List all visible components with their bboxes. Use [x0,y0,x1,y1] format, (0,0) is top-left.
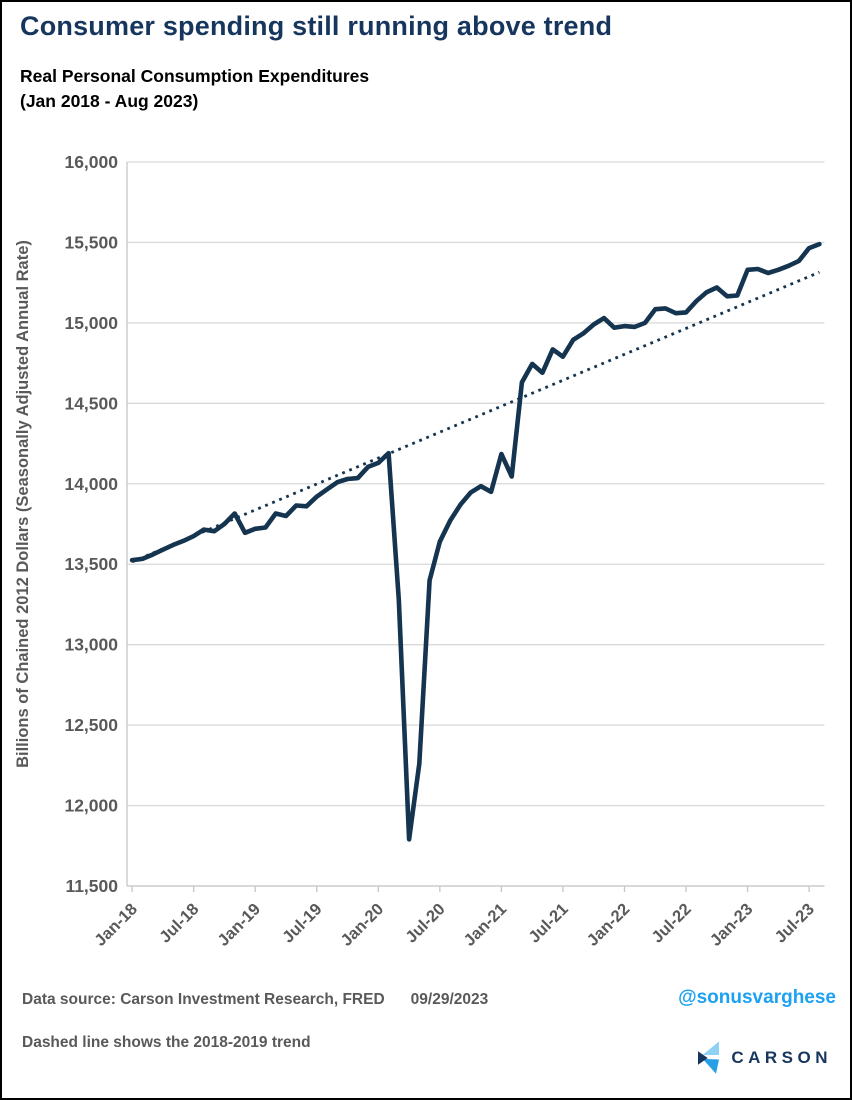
x-tick-label: Jan-23 [707,900,757,950]
y-tick-label: 12,500 [64,715,118,735]
x-tick-label: Jul-22 [648,900,694,946]
y-tick-label: 12,000 [64,796,118,816]
y-tick-label: 14,000 [64,474,118,494]
axes [126,162,825,892]
trend-line [131,270,820,564]
y-tick-label: 14,500 [64,393,118,413]
pce-data-line [129,241,822,842]
y-tick-label: 15,500 [64,232,118,252]
x-tick-label: Jan-20 [337,900,387,950]
axis-labels: 11,500 12,000 12,500 13,000 13,500 14,000 14,5… [64,152,817,950]
x-tick-label: Jul-23 [771,900,817,946]
gridlines [127,161,825,887]
data-source-text: Data source: Carson Investment Research,… [22,991,385,1008]
page-title: Consumer spending still running above tr… [20,11,613,41]
x-tick-label: Jul-20 [402,900,448,946]
carson-logo-text: CARSON [731,1048,832,1067]
y-tick-label: 13,500 [64,554,118,574]
twitter-handle: @sonusvarghese [678,987,836,1008]
carson-logo-icon [698,1041,720,1074]
y-tick-label: 15,000 [64,313,118,333]
x-tick-label: Jan-19 [214,900,264,950]
x-tick-label: Jan-18 [91,900,141,950]
data-source-date: 09/29/2023 [410,991,489,1008]
trend-note: Dashed line shows the 2018-2019 trend [22,1034,311,1051]
y-tick-label: 16,000 [64,152,118,172]
chart-subtitle: Real Personal Consumption Expenditures (… [20,64,369,114]
x-tick-label: Jan-21 [461,900,511,950]
x-tick-label: Jul-21 [525,900,571,946]
x-tick-label: Jan-22 [584,900,634,950]
y-tick-label: 11,500 [65,876,118,896]
chart-subtitle-line2: (Jan 2018 - Aug 2023) [20,91,199,111]
carson-logo: CARSON [695,1040,832,1076]
x-tick-label: Jul-18 [156,900,202,946]
y-tick-label: 13,000 [64,635,118,655]
data-source-row: Data source: Carson Investment Research,… [22,991,488,1009]
pce-line-chart: 11,500 12,000 12,500 13,000 13,500 14,000 14,5… [64,152,825,950]
x-tick-label: Jul-19 [279,900,325,946]
chart-subtitle-line1: Real Personal Consumption Expenditures [20,66,370,86]
